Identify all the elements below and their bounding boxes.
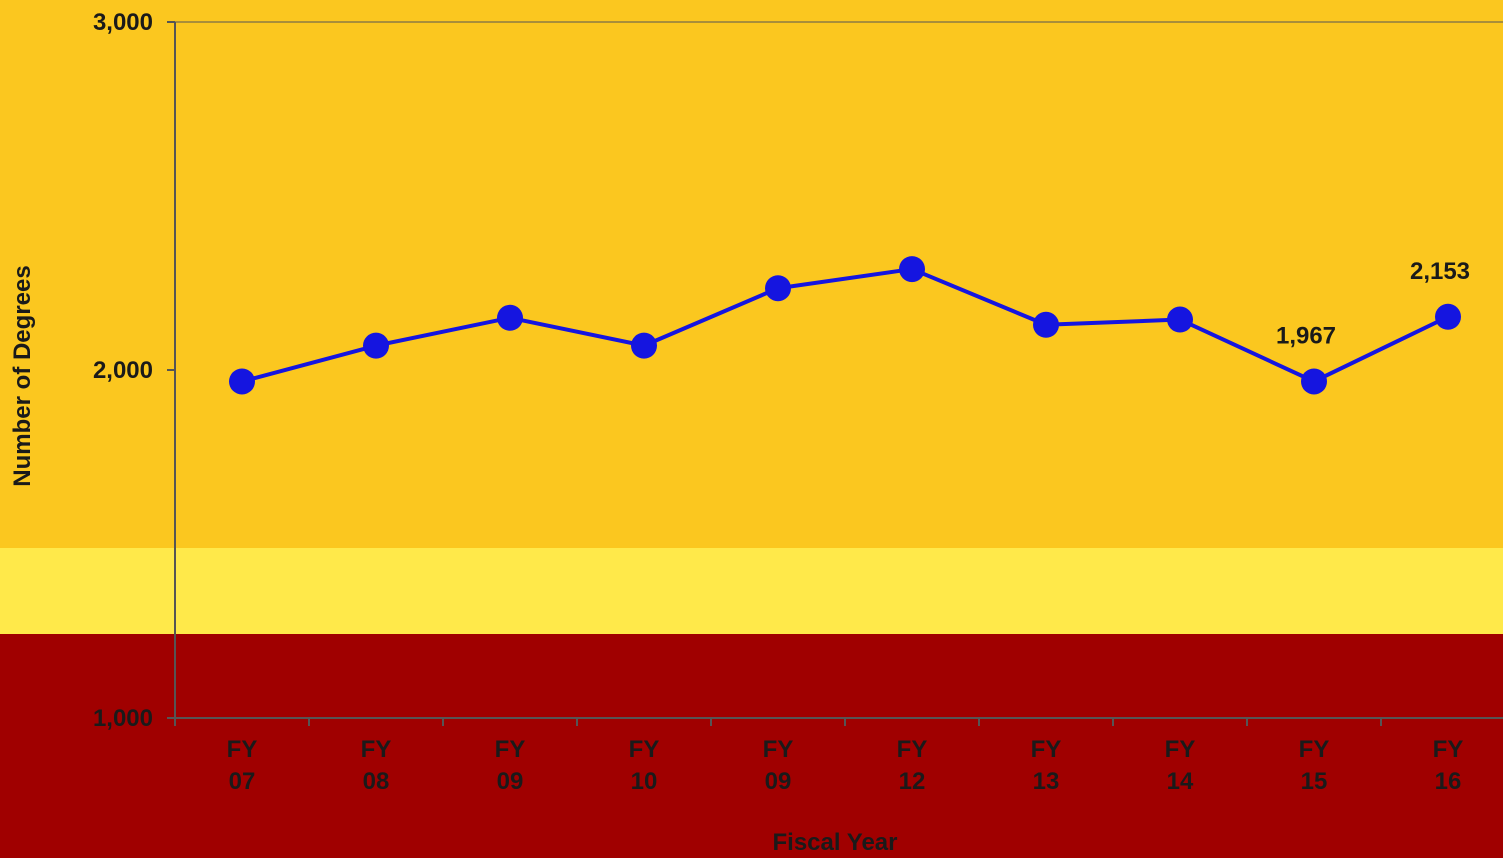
data-point[interactable]: [363, 332, 389, 359]
x-tick-label-line2: 13: [1033, 768, 1060, 795]
x-tick-label-line1: FY: [361, 736, 392, 763]
data-point[interactable]: [1301, 368, 1327, 395]
x-tick-label-line1: FY: [227, 736, 258, 763]
x-tick-label-line1: FY: [1165, 736, 1196, 763]
data-point[interactable]: [229, 368, 255, 395]
y-tick-label: 1,000: [93, 705, 153, 732]
background-upper: [0, 0, 1503, 548]
data-point[interactable]: [765, 275, 791, 302]
data-point[interactable]: [1435, 303, 1461, 330]
x-tick-label-line1: FY: [1031, 736, 1062, 763]
data-point[interactable]: [1033, 311, 1059, 338]
data-point[interactable]: [899, 256, 925, 283]
y-axis-title: Number of Degrees: [9, 265, 36, 486]
x-tick-label-line2: 09: [497, 768, 524, 795]
x-tick-label-line2: 14: [1167, 768, 1194, 795]
x-tick-label-line2: 09: [765, 768, 792, 795]
x-tick-label-line2: 10: [631, 768, 658, 795]
data-label: 1,967: [1276, 322, 1336, 349]
x-tick-label-line2: 16: [1435, 768, 1462, 795]
x-tick-label-line2: 08: [363, 768, 390, 795]
x-tick-label-line1: FY: [763, 736, 794, 763]
x-tick-label-line1: FY: [1299, 736, 1330, 763]
x-tick-label-line2: 07: [229, 768, 256, 795]
x-axis-title: Fiscal Year: [773, 829, 898, 856]
x-tick-label-line1: FY: [897, 736, 928, 763]
x-tick-label-line1: FY: [1433, 736, 1464, 763]
x-tick-label-line2: 12: [899, 768, 926, 795]
x-tick-label-line1: FY: [495, 736, 526, 763]
y-tick-label: 2,000: [93, 357, 153, 384]
x-tick-label-line1: FY: [629, 736, 660, 763]
data-point[interactable]: [497, 304, 523, 331]
background-lower: [0, 634, 1503, 858]
data-label: 2,153: [1410, 258, 1470, 285]
x-tick-label-line2: 15: [1301, 768, 1328, 795]
data-point[interactable]: [1167, 306, 1193, 333]
data-point[interactable]: [631, 332, 657, 359]
y-tick-label: 3,000: [93, 9, 153, 36]
background-band: [0, 548, 1503, 634]
series-line: [241, 267, 1449, 384]
